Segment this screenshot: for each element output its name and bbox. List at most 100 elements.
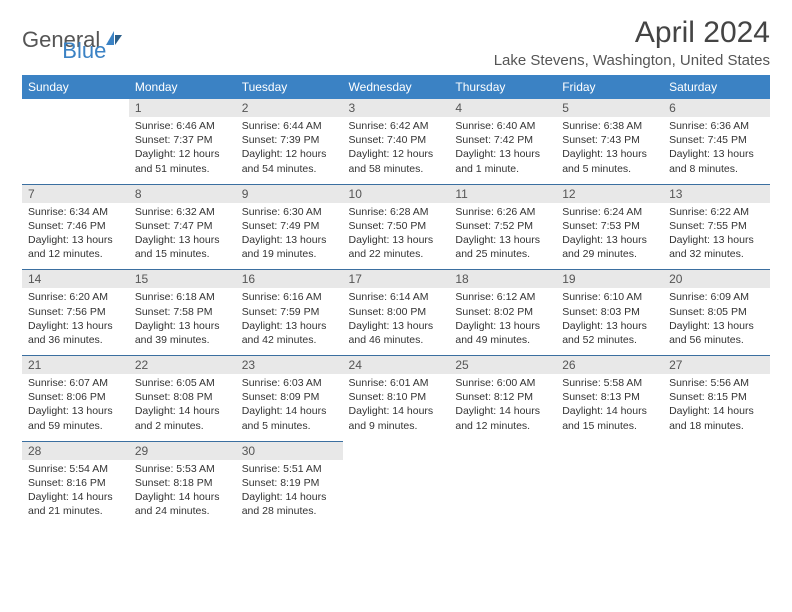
calendar-day [663, 441, 770, 527]
day-details: Sunrise: 6:36 AMSunset: 7:45 PMDaylight:… [663, 117, 770, 184]
calendar-day: 20Sunrise: 6:09 AMSunset: 8:05 PMDayligh… [663, 269, 770, 355]
day-details: Sunrise: 5:56 AMSunset: 8:15 PMDaylight:… [663, 374, 770, 441]
daylight-text: Daylight: 13 hours and 49 minutes. [455, 319, 550, 347]
daylight-text: Daylight: 13 hours and 1 minute. [455, 147, 550, 175]
day-details [22, 117, 129, 177]
day-details: Sunrise: 6:07 AMSunset: 8:06 PMDaylight:… [22, 374, 129, 441]
calendar-day [556, 441, 663, 527]
day-details: Sunrise: 5:58 AMSunset: 8:13 PMDaylight:… [556, 374, 663, 441]
day-details: Sunrise: 6:05 AMSunset: 8:08 PMDaylight:… [129, 374, 236, 441]
calendar-week: 1Sunrise: 6:46 AMSunset: 7:37 PMDaylight… [22, 99, 770, 184]
calendar-day: 16Sunrise: 6:16 AMSunset: 7:59 PMDayligh… [236, 269, 343, 355]
sunrise-text: Sunrise: 6:32 AM [135, 205, 230, 219]
day-details: Sunrise: 6:28 AMSunset: 7:50 PMDaylight:… [343, 203, 450, 270]
day-details: Sunrise: 6:10 AMSunset: 8:03 PMDaylight:… [556, 288, 663, 355]
daylight-text: Daylight: 13 hours and 29 minutes. [562, 233, 657, 261]
sunset-text: Sunset: 7:50 PM [349, 219, 444, 233]
day-number: 7 [22, 184, 129, 203]
sunrise-text: Sunrise: 5:51 AM [242, 462, 337, 476]
sunrise-text: Sunrise: 6:20 AM [28, 290, 123, 304]
day-details: Sunrise: 6:18 AMSunset: 7:58 PMDaylight:… [129, 288, 236, 355]
day-details: Sunrise: 6:34 AMSunset: 7:46 PMDaylight:… [22, 203, 129, 270]
daylight-text: Daylight: 13 hours and 32 minutes. [669, 233, 764, 261]
day-number: 11 [449, 184, 556, 203]
sunrise-text: Sunrise: 6:00 AM [455, 376, 550, 390]
calendar-day: 29Sunrise: 5:53 AMSunset: 8:18 PMDayligh… [129, 441, 236, 527]
day-number: 4 [449, 99, 556, 117]
sunset-text: Sunset: 7:39 PM [242, 133, 337, 147]
calendar-day: 17Sunrise: 6:14 AMSunset: 8:00 PMDayligh… [343, 269, 450, 355]
calendar-day: 14Sunrise: 6:20 AMSunset: 7:56 PMDayligh… [22, 269, 129, 355]
sunset-text: Sunset: 7:55 PM [669, 219, 764, 233]
day-number: 26 [556, 355, 663, 374]
day-number [343, 441, 450, 460]
day-number: 27 [663, 355, 770, 374]
day-details: Sunrise: 6:24 AMSunset: 7:53 PMDaylight:… [556, 203, 663, 270]
day-details: Sunrise: 6:26 AMSunset: 7:52 PMDaylight:… [449, 203, 556, 270]
weekday-header: Monday [129, 75, 236, 99]
calendar-week: 21Sunrise: 6:07 AMSunset: 8:06 PMDayligh… [22, 355, 770, 441]
sunset-text: Sunset: 7:56 PM [28, 305, 123, 319]
calendar-day: 15Sunrise: 6:18 AMSunset: 7:58 PMDayligh… [129, 269, 236, 355]
day-number: 19 [556, 269, 663, 288]
sunset-text: Sunset: 8:08 PM [135, 390, 230, 404]
day-number: 22 [129, 355, 236, 374]
daylight-text: Daylight: 13 hours and 15 minutes. [135, 233, 230, 261]
calendar-day: 11Sunrise: 6:26 AMSunset: 7:52 PMDayligh… [449, 184, 556, 270]
daylight-text: Daylight: 13 hours and 19 minutes. [242, 233, 337, 261]
sunset-text: Sunset: 8:05 PM [669, 305, 764, 319]
sunrise-text: Sunrise: 6:05 AM [135, 376, 230, 390]
sunset-text: Sunset: 8:06 PM [28, 390, 123, 404]
daylight-text: Daylight: 12 hours and 54 minutes. [242, 147, 337, 175]
daylight-text: Daylight: 14 hours and 9 minutes. [349, 404, 444, 432]
title-block: April 2024 Lake Stevens, Washington, Uni… [494, 16, 770, 69]
sunset-text: Sunset: 8:00 PM [349, 305, 444, 319]
day-details: Sunrise: 6:38 AMSunset: 7:43 PMDaylight:… [556, 117, 663, 184]
calendar-day: 27Sunrise: 5:56 AMSunset: 8:15 PMDayligh… [663, 355, 770, 441]
calendar-day: 13Sunrise: 6:22 AMSunset: 7:55 PMDayligh… [663, 184, 770, 270]
daylight-text: Daylight: 13 hours and 22 minutes. [349, 233, 444, 261]
sunset-text: Sunset: 7:45 PM [669, 133, 764, 147]
sunset-text: Sunset: 7:37 PM [135, 133, 230, 147]
calendar-day [343, 441, 450, 527]
day-number: 6 [663, 99, 770, 117]
daylight-text: Daylight: 14 hours and 18 minutes. [669, 404, 764, 432]
calendar-day: 6Sunrise: 6:36 AMSunset: 7:45 PMDaylight… [663, 99, 770, 184]
daylight-text: Daylight: 14 hours and 24 minutes. [135, 490, 230, 518]
daylight-text: Daylight: 13 hours and 36 minutes. [28, 319, 123, 347]
calendar-week: 7Sunrise: 6:34 AMSunset: 7:46 PMDaylight… [22, 184, 770, 270]
day-number: 20 [663, 269, 770, 288]
day-details: Sunrise: 6:12 AMSunset: 8:02 PMDaylight:… [449, 288, 556, 355]
location: Lake Stevens, Washington, United States [494, 52, 770, 69]
daylight-text: Daylight: 13 hours and 52 minutes. [562, 319, 657, 347]
sunrise-text: Sunrise: 6:34 AM [28, 205, 123, 219]
day-number [556, 441, 663, 460]
sunset-text: Sunset: 7:40 PM [349, 133, 444, 147]
sunset-text: Sunset: 7:43 PM [562, 133, 657, 147]
sunset-text: Sunset: 8:10 PM [349, 390, 444, 404]
daylight-text: Daylight: 14 hours and 12 minutes. [455, 404, 550, 432]
calendar-day: 5Sunrise: 6:38 AMSunset: 7:43 PMDaylight… [556, 99, 663, 184]
day-number: 5 [556, 99, 663, 117]
daylight-text: Daylight: 14 hours and 2 minutes. [135, 404, 230, 432]
calendar-day [449, 441, 556, 527]
sunset-text: Sunset: 7:47 PM [135, 219, 230, 233]
calendar-day: 21Sunrise: 6:07 AMSunset: 8:06 PMDayligh… [22, 355, 129, 441]
sunset-text: Sunset: 7:59 PM [242, 305, 337, 319]
day-number [22, 99, 129, 117]
daylight-text: Daylight: 13 hours and 42 minutes. [242, 319, 337, 347]
day-details: Sunrise: 6:16 AMSunset: 7:59 PMDaylight:… [236, 288, 343, 355]
calendar-day: 9Sunrise: 6:30 AMSunset: 7:49 PMDaylight… [236, 184, 343, 270]
sunset-text: Sunset: 8:03 PM [562, 305, 657, 319]
logo-text-blue: Blue [62, 38, 106, 64]
sunrise-text: Sunrise: 6:40 AM [455, 119, 550, 133]
weekday-header: Friday [556, 75, 663, 99]
calendar-day: 22Sunrise: 6:05 AMSunset: 8:08 PMDayligh… [129, 355, 236, 441]
sunrise-text: Sunrise: 6:07 AM [28, 376, 123, 390]
day-number: 17 [343, 269, 450, 288]
sunrise-text: Sunrise: 6:18 AM [135, 290, 230, 304]
sunrise-text: Sunrise: 6:36 AM [669, 119, 764, 133]
weekday-header: Tuesday [236, 75, 343, 99]
day-number: 29 [129, 441, 236, 460]
weekday-header: Thursday [449, 75, 556, 99]
